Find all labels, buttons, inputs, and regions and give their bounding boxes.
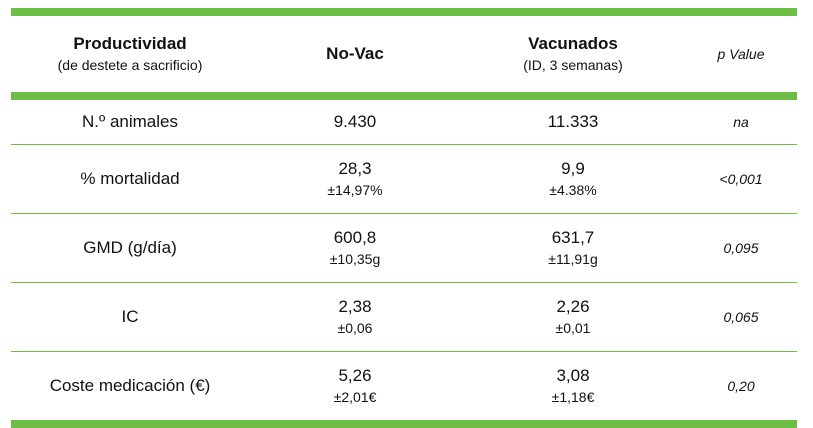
vac-cell: 631,7 ±11,91g	[461, 227, 685, 269]
top-border	[11, 8, 797, 16]
vac-value: 631,7	[551, 228, 595, 247]
novac-value: 600,8	[333, 228, 377, 247]
novac-value: 28,3	[338, 159, 372, 178]
table-row: N.º animales 9.430 11.333 na	[11, 100, 797, 144]
novac-cell: 2,38 ±0,06	[249, 296, 461, 338]
novac-cell: 28,3 ±14,97%	[249, 158, 461, 200]
vac-cell: 3,08 ±1,18€	[461, 365, 685, 407]
vac-sd: ±1,18€	[551, 389, 595, 405]
novac-value: 9.430	[333, 112, 377, 131]
novac-sd: ±14,97%	[327, 182, 383, 198]
novac-value: 2,38	[338, 297, 372, 316]
vac-cell: 2,26 ±0,01	[461, 296, 685, 338]
table-row: GMD (g/día) 600,8 ±10,35g 631,7 ±11,91g …	[11, 214, 797, 282]
vac-value: 3,08	[556, 366, 590, 385]
p-value: 0,095	[723, 240, 759, 256]
header-vacunados-subtitle: (ID, 3 semanas)	[523, 57, 623, 73]
p-value: 0,20	[727, 378, 755, 394]
table-row: IC 2,38 ±0,06 2,26 ±0,01 0,065	[11, 283, 797, 351]
header-border	[11, 92, 797, 100]
vac-sd: ±0,01	[555, 320, 591, 336]
p-value: <0,001	[719, 171, 763, 187]
table-row: Coste medicación (€) 5,26 ±2,01€ 3,08 ±1…	[11, 352, 797, 420]
header-productividad-title: Productividad	[73, 34, 187, 53]
row-divider	[11, 282, 797, 283]
row-label: % mortalidad	[80, 169, 180, 188]
row-label: Coste medicación (€)	[49, 376, 211, 395]
novac-sd: ±0,06	[337, 320, 373, 336]
table-header: Productividad (de destete a sacrificio) …	[11, 16, 797, 92]
table-row: % mortalidad 28,3 ±14,97% 9,9 ±4.38% <0,…	[11, 145, 797, 213]
row-divider	[11, 213, 797, 214]
novac-cell: 5,26 ±2,01€	[249, 365, 461, 407]
header-novac: No-Vac	[249, 43, 461, 65]
vac-cell: 9,9 ±4.38%	[461, 158, 685, 200]
header-novac-title: No-Vac	[326, 44, 384, 63]
novac-cell: 600,8 ±10,35g	[249, 227, 461, 269]
header-pvalue: p Value	[685, 46, 797, 62]
row-divider	[11, 144, 797, 145]
header-vacunados: Vacunados (ID, 3 semanas)	[461, 33, 685, 75]
novac-value: 5,26	[338, 366, 372, 385]
header-pvalue-title: p Value	[717, 46, 765, 62]
bottom-border	[11, 420, 797, 428]
row-label: IC	[121, 307, 139, 326]
vac-value: 9,9	[561, 159, 585, 178]
header-productividad: Productividad (de destete a sacrificio)	[11, 33, 249, 75]
vac-value: 11.333	[547, 112, 599, 131]
productivity-table: Productividad (de destete a sacrificio) …	[11, 8, 797, 428]
header-productividad-subtitle: (de destete a sacrificio)	[57, 57, 203, 73]
row-label: N.º animales	[82, 112, 178, 131]
novac-sd: ±10,35g	[329, 251, 381, 267]
row-label: GMD (g/día)	[83, 238, 177, 257]
vac-sd: ±11,91g	[548, 251, 598, 267]
row-divider	[11, 351, 797, 352]
vac-value: 2,26	[556, 297, 590, 316]
p-value: 0,065	[723, 309, 759, 325]
novac-sd: ±2,01€	[333, 389, 377, 405]
p-value: na	[733, 114, 749, 130]
vac-sd: ±4.38%	[549, 182, 597, 198]
header-vacunados-title: Vacunados	[528, 34, 618, 53]
